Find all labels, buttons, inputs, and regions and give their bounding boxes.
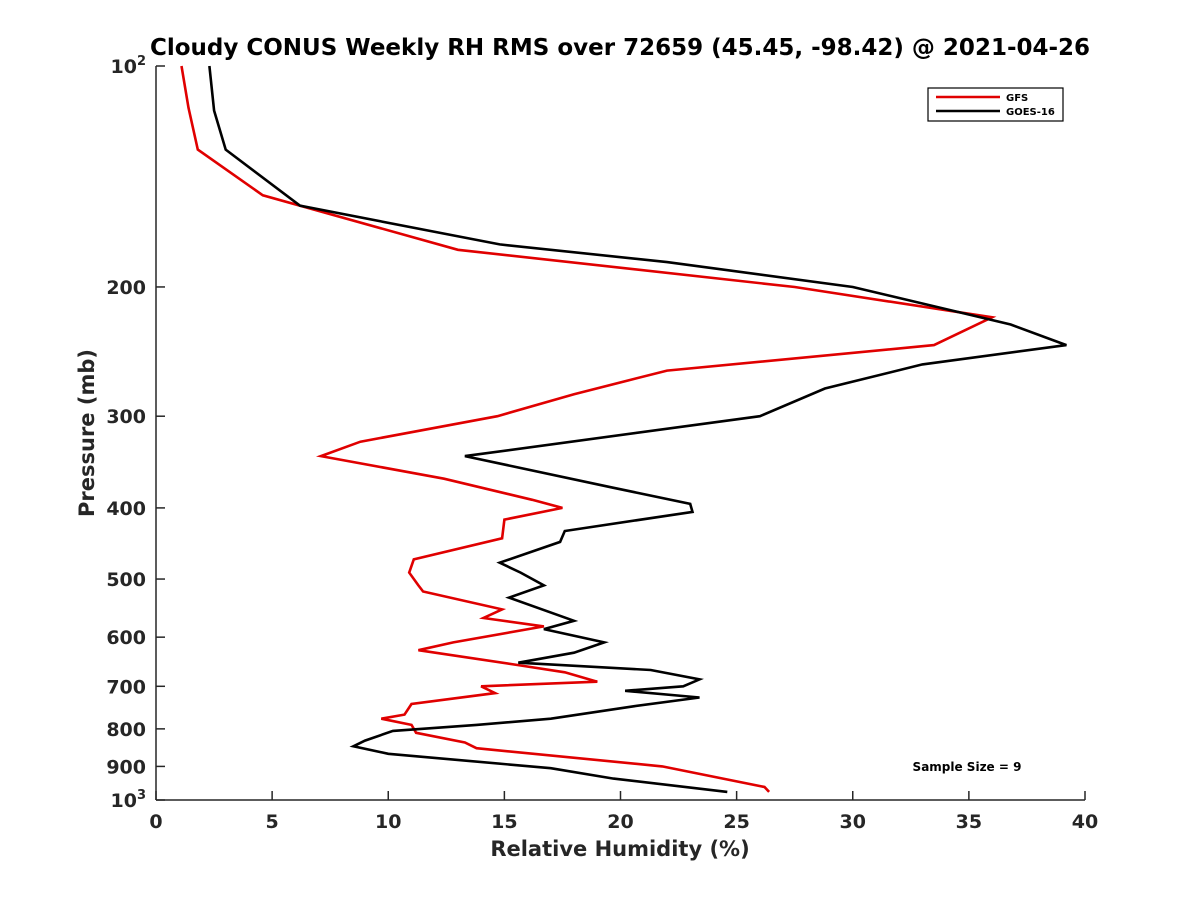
x-tick-label: 30 (840, 811, 866, 833)
y-tick-label: 102 (111, 54, 147, 78)
chart-title: Cloudy CONUS Weekly RH RMS over 72659 (4… (150, 35, 1090, 61)
legend-label: GOES-16 (1006, 107, 1055, 118)
y-tick-label: 500 (106, 569, 146, 591)
x-tick-label: 40 (1072, 811, 1098, 833)
plot-area: 0 5 10 15 20 25 30 35 40 102 200 300 400 500 600 700 800… (106, 54, 1098, 833)
y-tick-label: 200 (106, 277, 146, 299)
y-tick-label: 800 (106, 719, 146, 741)
x-tick-label: 5 (266, 811, 279, 833)
series-line-goes-16 (208, 65, 1067, 794)
y-tick-label: 900 (106, 756, 146, 778)
x-tick-label: 35 (956, 811, 982, 833)
x-tick-label: 20 (607, 811, 633, 833)
x-tick-label: 0 (149, 811, 162, 833)
legend-label: GFS (1006, 93, 1028, 104)
x-tick-label: 10 (375, 811, 401, 833)
legend: GFS GOES-16 (927, 87, 1064, 122)
y-tick-label: 300 (106, 406, 146, 428)
x-tick-label: 25 (723, 811, 749, 833)
y-tick-label: 600 (106, 627, 146, 649)
y-tick-label: 400 (106, 498, 146, 520)
y-tick-label: 700 (106, 676, 146, 698)
legend-box (927, 87, 1064, 122)
y-axis-label: Pressure (mb) (75, 349, 99, 517)
x-axis-label: Relative Humidity (%) (490, 837, 749, 861)
y-tick-label: 103 (111, 788, 147, 812)
series-line-gfs (180, 65, 997, 793)
sample-size-annotation: Sample Size = 9 (913, 760, 1022, 774)
x-tick-label: 15 (491, 811, 517, 833)
